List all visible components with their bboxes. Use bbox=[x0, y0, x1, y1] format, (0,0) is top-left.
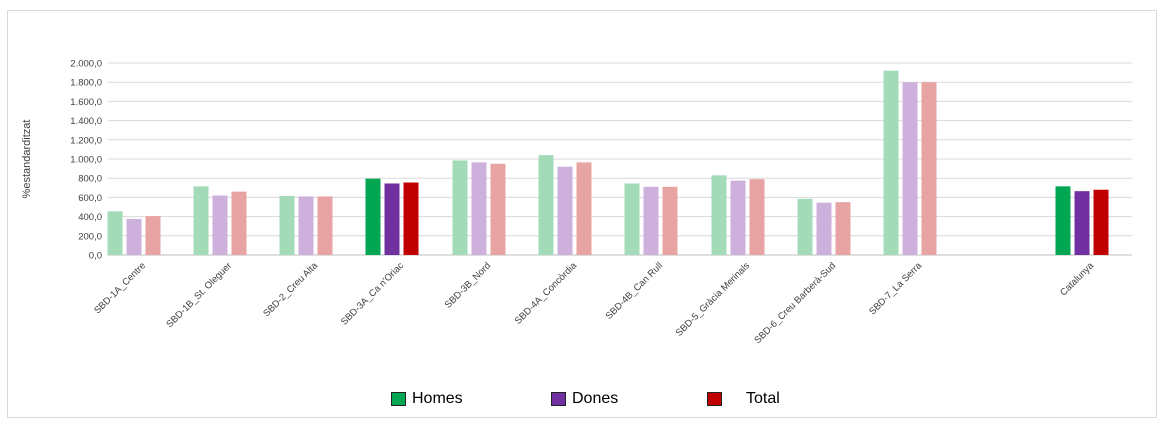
bar-homes bbox=[1055, 186, 1071, 255]
y-tick-label: 0,0 bbox=[89, 251, 102, 262]
bar-homes bbox=[883, 70, 899, 256]
y-axis-ticks: 0,0 200,0 400,0 600,0 800,0 1.000,0 1.200,0 1.4… bbox=[70, 59, 102, 262]
y-axis-label: %estandarditzat bbox=[21, 120, 33, 199]
bar-total bbox=[231, 191, 247, 255]
bar-homes bbox=[365, 178, 381, 255]
bar-dones bbox=[902, 82, 918, 255]
legend: Homes Dones Total bbox=[0, 390, 1163, 414]
legend-item-homes: Homes bbox=[391, 390, 463, 408]
legend-label-homes: Homes bbox=[412, 390, 463, 407]
bar-total bbox=[835, 202, 851, 255]
x-tick-label: SBD-5_Gràcia Merinals bbox=[674, 260, 753, 339]
y-tick-label: 1.600,0 bbox=[70, 97, 102, 108]
legend-label-dones: Dones bbox=[572, 390, 619, 407]
bar-dones bbox=[730, 180, 746, 255]
bar-total bbox=[921, 82, 937, 255]
y-tick-label: 1.200,0 bbox=[70, 135, 102, 146]
bar-total bbox=[490, 163, 506, 255]
bar-total bbox=[1093, 189, 1109, 255]
bar-dones bbox=[643, 186, 659, 255]
y-tick-label: 200,0 bbox=[78, 231, 102, 242]
legend-label-total: Total bbox=[746, 390, 780, 407]
bar-total bbox=[576, 162, 592, 255]
x-tick-label: SBD-3B_Nord bbox=[443, 260, 493, 310]
y-tick-label: 1.000,0 bbox=[70, 155, 102, 166]
x-tick-label: SBD-1B_St. Oleguer bbox=[164, 260, 234, 330]
legend-item-dones: Dones bbox=[551, 390, 618, 408]
bar-dones bbox=[126, 219, 142, 255]
x-tick-label: SBD-3A_Ca n'Oriac bbox=[339, 260, 406, 327]
bar-homes bbox=[538, 155, 554, 255]
y-tick-label: 800,0 bbox=[78, 174, 102, 185]
bar-total bbox=[317, 196, 333, 255]
bar-total bbox=[662, 186, 678, 255]
legend-swatch-dones bbox=[551, 392, 566, 406]
bar-dones bbox=[1074, 191, 1090, 255]
bar-total bbox=[749, 179, 765, 255]
y-tick-label: 1.400,0 bbox=[70, 116, 102, 127]
bar-dones bbox=[212, 195, 228, 255]
bars bbox=[107, 70, 1109, 256]
bar-total bbox=[403, 182, 419, 255]
bar-homes bbox=[797, 198, 813, 255]
y-tick-label: 400,0 bbox=[78, 212, 102, 223]
bar-homes bbox=[193, 186, 209, 255]
x-tick-label: Catalunya bbox=[1058, 260, 1097, 299]
x-tick-label: SBD-6_Creu Barberà-Sud bbox=[752, 260, 838, 346]
bar-homes bbox=[452, 160, 468, 255]
bar-total bbox=[145, 216, 161, 255]
x-axis-labels: SBD-1A_Centre SBD-1B_St. Oleguer SBD-2_Cre… bbox=[92, 260, 1096, 346]
bar-dones bbox=[298, 196, 314, 255]
bar-homes bbox=[624, 183, 640, 255]
x-tick-label: SBD-7_La Serra bbox=[867, 260, 925, 318]
y-tick-label: 2.000,0 bbox=[70, 59, 102, 70]
bar-homes bbox=[711, 175, 727, 255]
x-tick-label: SBD-4A_Concòrdia bbox=[513, 260, 580, 327]
bar-dones bbox=[557, 166, 573, 255]
gridlines bbox=[108, 62, 1132, 256]
x-tick-label: SBD-1A_Centre bbox=[92, 260, 148, 316]
bar-homes bbox=[107, 211, 123, 255]
x-tick-label: SBD-4B_Can Rull bbox=[604, 260, 666, 322]
y-tick-label: 600,0 bbox=[78, 193, 102, 204]
legend-swatch-homes bbox=[391, 392, 406, 406]
bar-dones bbox=[471, 162, 487, 255]
legend-item-total: Total bbox=[707, 390, 780, 408]
bar-dones bbox=[816, 202, 832, 255]
x-tick-label: SBD-2_Creu Alta bbox=[261, 260, 320, 319]
bar-dones bbox=[384, 183, 400, 255]
bar-homes bbox=[279, 195, 295, 255]
y-tick-label: 1.800,0 bbox=[70, 78, 102, 89]
legend-swatch-total bbox=[707, 392, 722, 406]
